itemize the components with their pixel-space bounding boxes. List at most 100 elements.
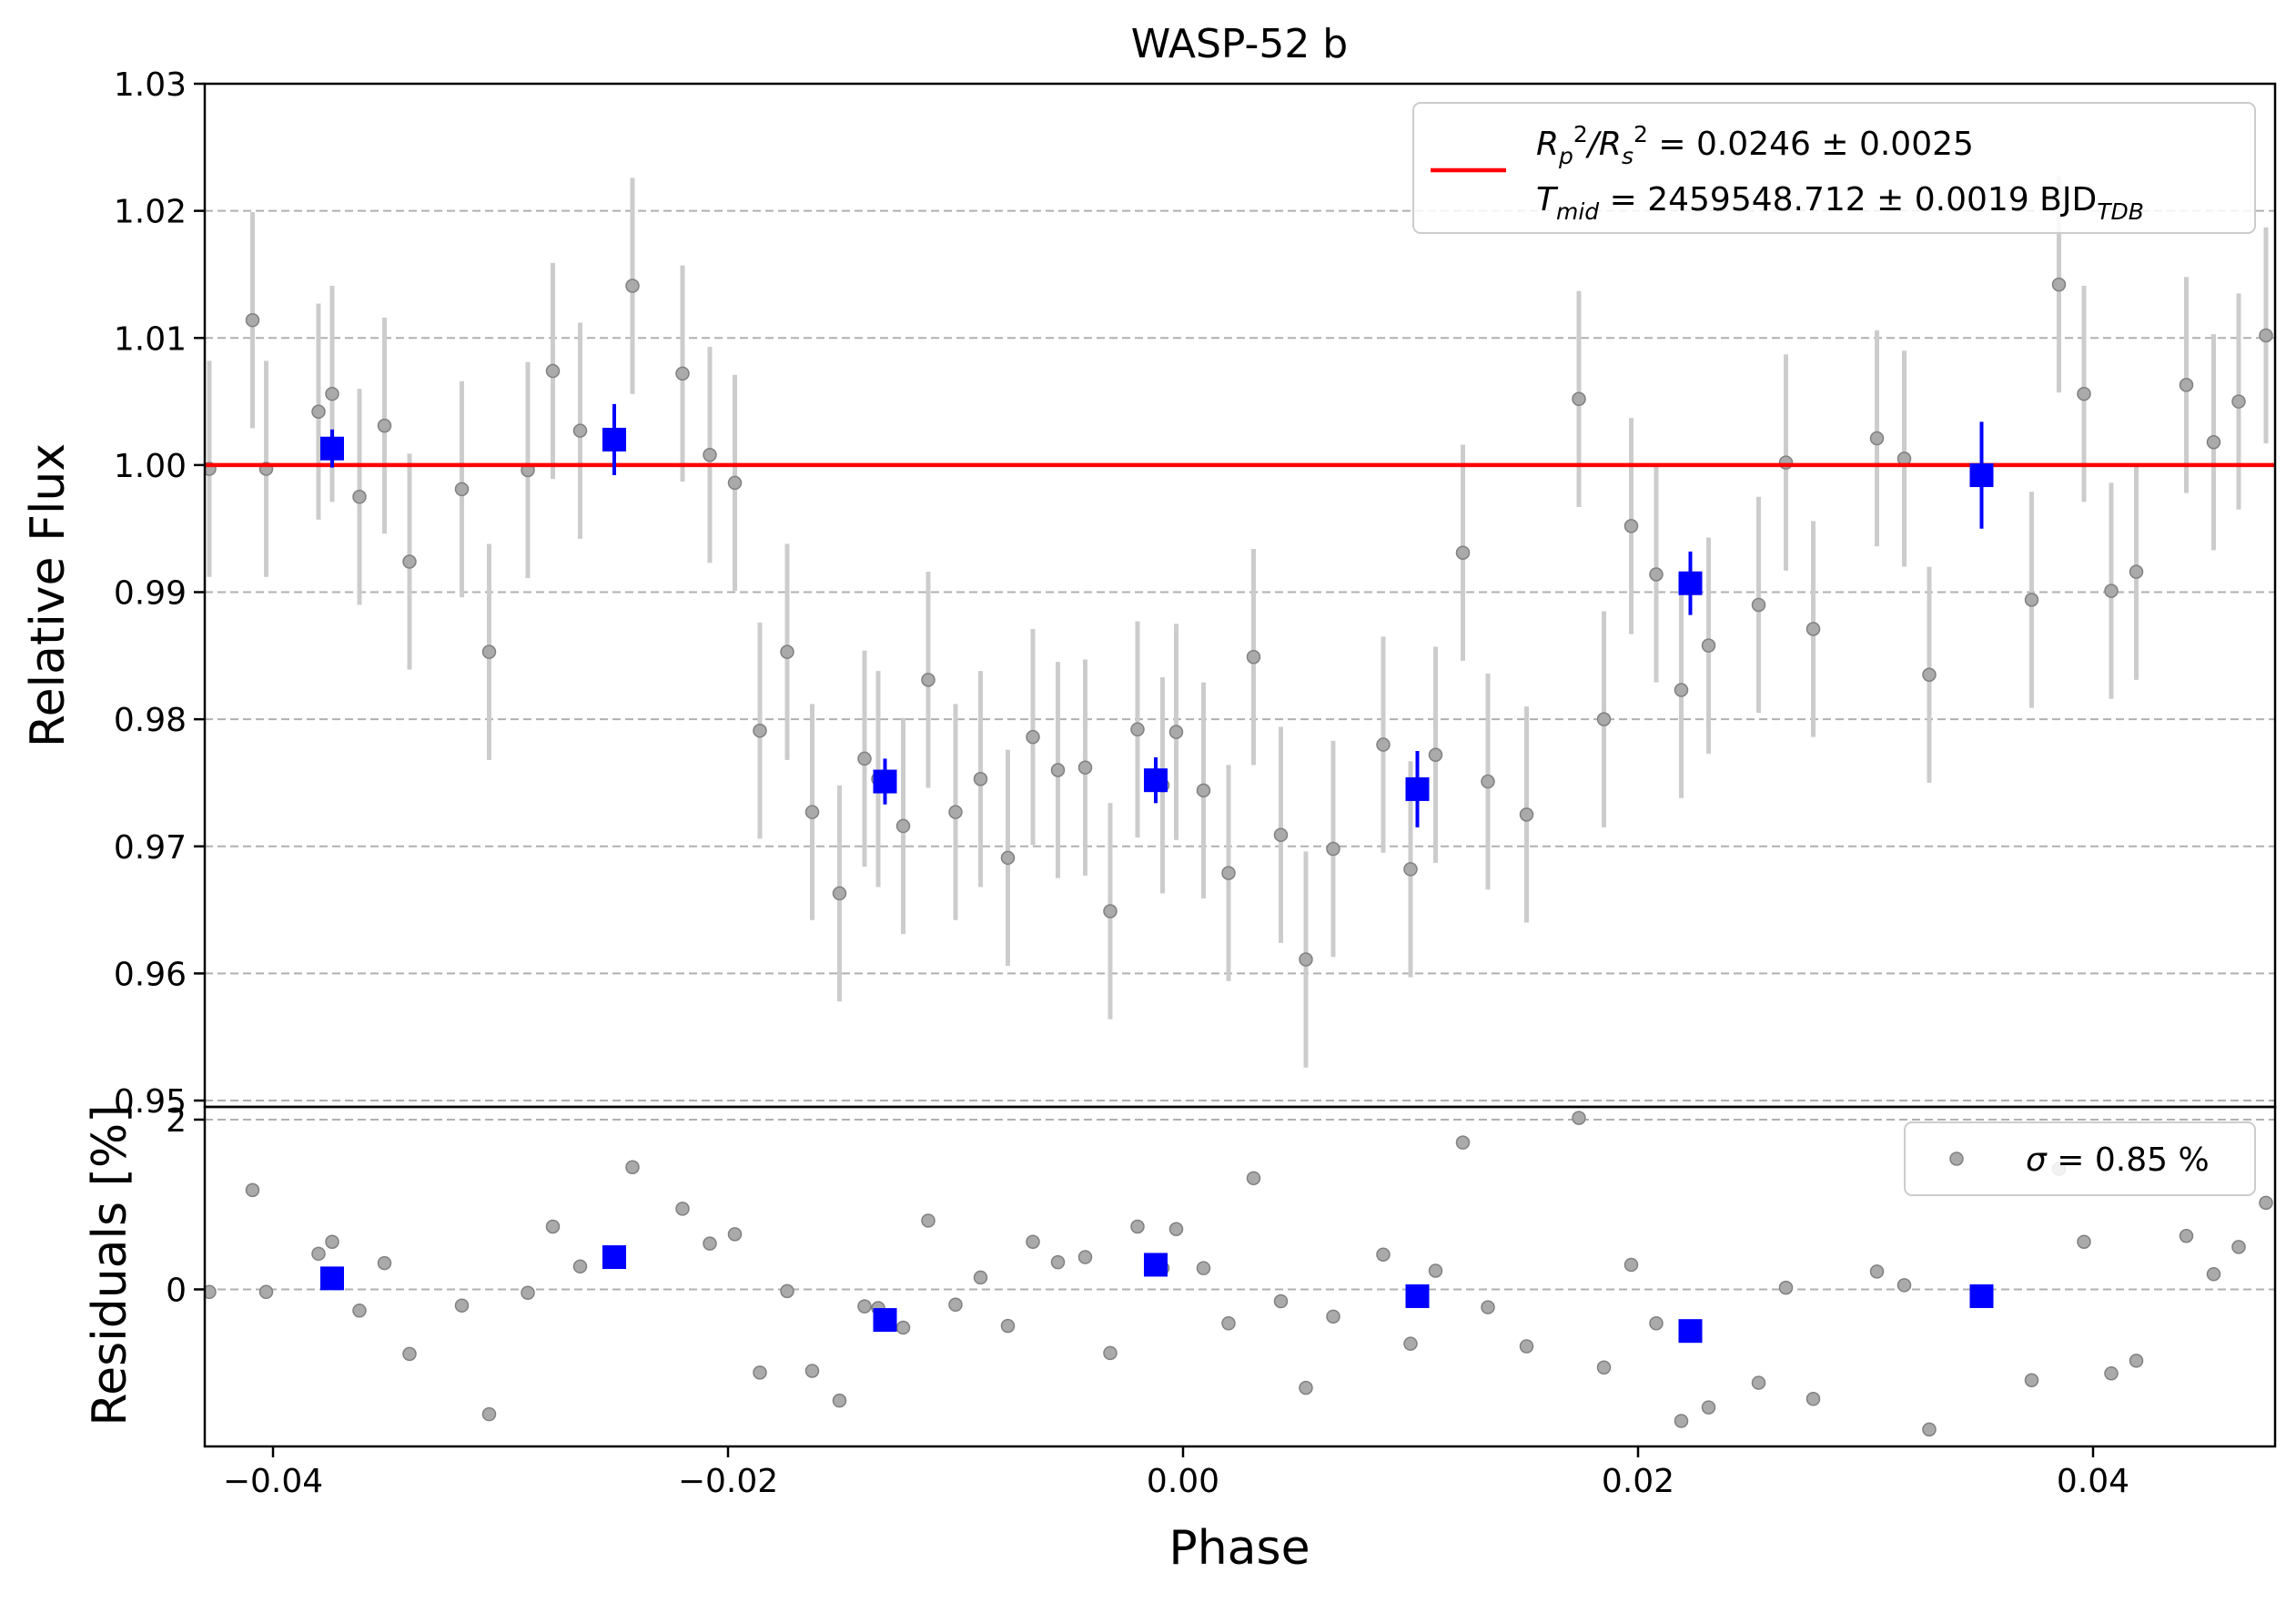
raw-point [1326, 841, 1340, 857]
raw-residual-point [2024, 1373, 2039, 1388]
raw-residual-point [205, 1284, 217, 1300]
raw-residual-point [1455, 1135, 1471, 1150]
binned-point [602, 427, 626, 451]
raw-residual-point [2077, 1234, 2091, 1250]
xtick-label: 0.02 [1602, 1463, 1674, 1500]
raw-residual-point [832, 1393, 847, 1408]
raw-point [1403, 862, 1418, 877]
binned-residual-point [1969, 1283, 1994, 1308]
raw-residual-point [1000, 1318, 1016, 1334]
raw-point [545, 363, 561, 379]
raw-residual-point [1751, 1375, 1766, 1390]
raw-residual-point [1130, 1219, 1145, 1234]
bottom-panel-yticks: 02 [166, 1102, 205, 1309]
raw-point [402, 554, 417, 569]
raw-point [1299, 952, 1313, 967]
raw-point [352, 490, 367, 504]
raw-point [1455, 545, 1471, 560]
raw-point [857, 751, 872, 766]
bottom-ytick-label: 2 [166, 1102, 187, 1140]
binned-residual-point [1678, 1319, 1703, 1344]
raw-residual-point [1246, 1171, 1261, 1186]
raw-residual-point [377, 1255, 392, 1271]
bottom-panel-binned-points [320, 1245, 1994, 1344]
binned-residual-point [1144, 1253, 1168, 1277]
raw-point [454, 482, 470, 497]
legend-sigma: σ = 0.85 % [2026, 1141, 2210, 1179]
raw-residual-point [1623, 1257, 1639, 1273]
raw-residual-point [1103, 1345, 1118, 1361]
raw-point [780, 644, 794, 659]
raw-point [1130, 722, 1145, 737]
raw-point [1519, 807, 1534, 822]
raw-point [2179, 378, 2194, 392]
raw-residual-point [2231, 1240, 2246, 1254]
raw-point [804, 805, 820, 819]
raw-residual-point [727, 1227, 743, 1242]
y-axis-label-bottom: Residuals [%] [83, 1104, 137, 1425]
raw-point [2024, 593, 2039, 607]
raw-point [1674, 683, 1689, 697]
raw-residual-point [948, 1297, 963, 1313]
x-axis-ticks: −0.04 −0.02 0.00 0.02 0.04 [223, 1446, 2129, 1500]
raw-point [2259, 328, 2273, 343]
raw-point [2104, 583, 2119, 598]
raw-point [1869, 431, 1885, 446]
raw-residual-point [352, 1304, 367, 1318]
top-legend: Rp2/Rs2 = 0.0246 ± 0.0025 Tmid = 2459548… [1412, 102, 2256, 234]
raw-point [895, 818, 911, 834]
raw-residual-point [1922, 1422, 1937, 1437]
raw-residual-point [1596, 1360, 1612, 1375]
raw-residual-point [521, 1285, 535, 1300]
raw-point [625, 279, 640, 293]
raw-residual-point [1519, 1339, 1534, 1354]
chart-title: WASP-52 b [1131, 21, 1348, 67]
raw-residual-point [857, 1299, 872, 1314]
top-panel-raw-points [205, 277, 2273, 967]
raw-point [2051, 277, 2067, 292]
raw-point [1751, 597, 1766, 613]
y-axis-label-top: Relative Flux [21, 443, 76, 747]
raw-point [948, 805, 963, 819]
raw-residual-point [1778, 1280, 1794, 1295]
top-legend-box [1412, 102, 2256, 234]
raw-residual-point [2104, 1366, 2119, 1381]
binned-point [1678, 571, 1703, 595]
bottom-panel-frame [203, 1105, 2277, 1448]
raw-residual-point [753, 1365, 767, 1380]
raw-residual-point [1403, 1336, 1418, 1351]
raw-point [1077, 760, 1093, 775]
top-panel-errorbars [207, 176, 2269, 1068]
raw-point [1050, 763, 1066, 777]
raw-residual-point [1376, 1247, 1391, 1263]
top-ytick-label: 0.98 [114, 702, 187, 739]
raw-point [703, 447, 717, 462]
binned-point [873, 769, 897, 794]
raw-residual-point [572, 1259, 588, 1274]
raw-residual-point [1481, 1300, 1495, 1314]
raw-residual-point [545, 1219, 561, 1234]
xtick-label: −0.04 [223, 1463, 323, 1500]
raw-residual-point [1026, 1234, 1040, 1250]
raw-point [2206, 434, 2221, 450]
top-ytick-label: 1.00 [114, 448, 187, 485]
raw-point [572, 423, 588, 438]
raw-point [311, 404, 326, 419]
top-ytick-label: 1.03 [114, 66, 187, 104]
top-ytick-label: 1.01 [114, 320, 187, 358]
legend-radius-ratio: Rp2/Rs2 = 0.0246 ± 0.0025 [1536, 121, 1974, 169]
raw-residual-point [1326, 1309, 1340, 1324]
raw-residual-point [325, 1234, 339, 1250]
raw-point [2129, 564, 2144, 579]
top-panel-yticks: 0.95 0.96 0.97 0.98 0.99 1.00 1.01 1.02 1.03 [114, 66, 205, 1121]
raw-point [245, 312, 260, 328]
raw-point [1000, 850, 1016, 866]
raw-residual-point [1273, 1294, 1289, 1309]
top-panel-grid [205, 83, 2275, 1102]
raw-point [1481, 774, 1495, 789]
raw-point [921, 673, 936, 687]
binned-point [320, 436, 344, 461]
legend-residual-marker [1949, 1152, 1964, 1166]
top-ytick-label: 1.02 [114, 194, 187, 231]
